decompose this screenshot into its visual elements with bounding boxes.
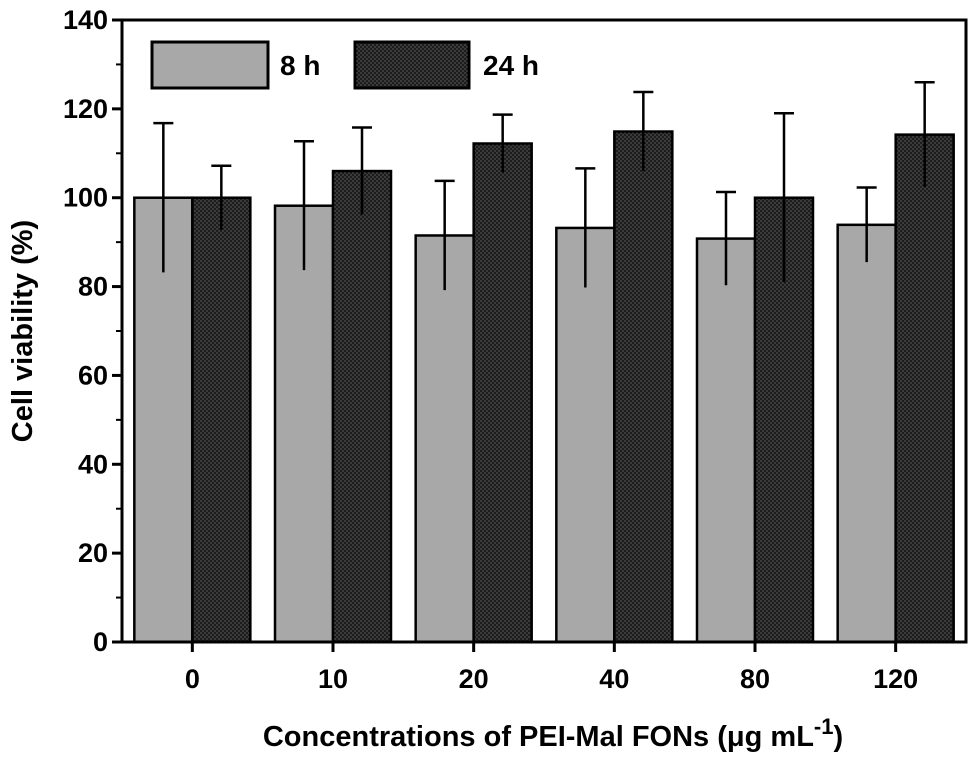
x-tick-label: 10 bbox=[318, 664, 348, 694]
x-axis-title-superscript: -1 bbox=[814, 714, 834, 739]
bars-layer bbox=[133, 130, 955, 644]
x-axis: 0 10 20 40 80 120 bbox=[185, 642, 918, 694]
y-axis-title: Cell viability (%) bbox=[7, 220, 39, 442]
y-tick-label: 140 bbox=[63, 5, 108, 35]
x-axis-title-suffix: ) bbox=[833, 721, 843, 753]
legend-swatch-24h bbox=[353, 40, 471, 90]
bar-8h-80 bbox=[695, 237, 757, 644]
error-bars-layer bbox=[153, 80, 935, 291]
y-tick-label: 100 bbox=[63, 183, 108, 213]
legend-label-8h: 8 h bbox=[280, 50, 320, 81]
x-tick-label: 20 bbox=[459, 664, 489, 694]
x-tick-label: 0 bbox=[185, 664, 200, 694]
bar-24h-40 bbox=[613, 130, 674, 644]
bar-8h-120 bbox=[836, 223, 897, 644]
x-tick-label: 120 bbox=[873, 664, 918, 694]
bar-8h-10 bbox=[273, 204, 335, 644]
y-tick-label: 60 bbox=[78, 360, 108, 390]
y-tick-label: 20 bbox=[78, 538, 108, 568]
x-axis-title: Concentrations of PEI-Mal FONs (μg mL-1) bbox=[263, 714, 843, 753]
bar-8h-20 bbox=[414, 234, 475, 644]
bar-24h-120 bbox=[894, 133, 955, 644]
legend-swatch-8h bbox=[150, 40, 270, 90]
y-tick-label: 120 bbox=[63, 94, 108, 124]
y-tick-label: 80 bbox=[78, 272, 108, 302]
y-axis: 0 20 40 60 80 100 120 140 bbox=[63, 5, 122, 657]
x-tick-label: 40 bbox=[599, 664, 629, 694]
legend-label-24h: 24 h bbox=[483, 50, 539, 81]
legend: 8 h 24 h bbox=[150, 40, 539, 90]
bar-24h-10 bbox=[331, 169, 393, 644]
bar-24h-20 bbox=[472, 142, 533, 644]
x-tick-label: 80 bbox=[740, 664, 770, 694]
y-tick-label: 0 bbox=[93, 627, 108, 657]
bar-8h-40 bbox=[555, 226, 616, 644]
y-tick-label: 40 bbox=[78, 449, 108, 479]
bar-24h-0 bbox=[191, 196, 252, 644]
x-axis-title-main: Concentrations of PEI-Mal FONs (μg mL bbox=[263, 721, 814, 753]
